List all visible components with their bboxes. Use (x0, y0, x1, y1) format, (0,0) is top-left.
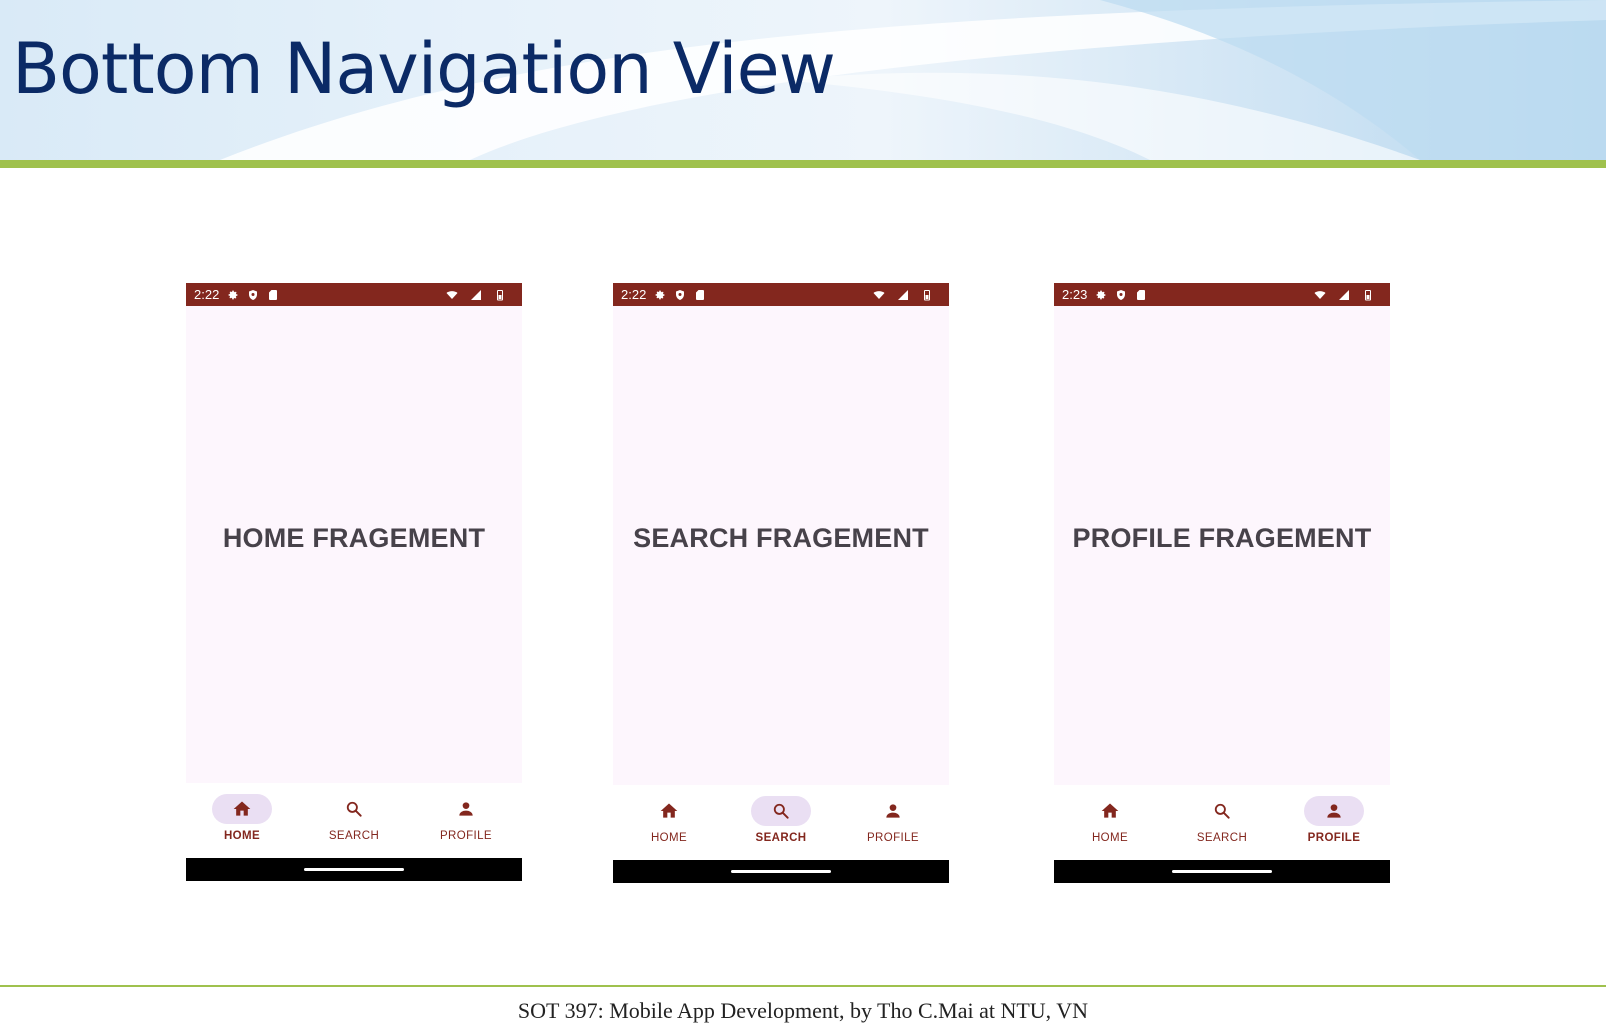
slide-header: Bottom Navigation View (0, 0, 1606, 160)
phone-screenshot-home: 2:22 HOME FRAGEMENT HOME SEARCH PR (186, 283, 522, 881)
nav-active-indicator (1304, 796, 1364, 826)
cell-signal-icon (471, 289, 481, 300)
home-icon (233, 801, 251, 816)
nav-label-search: SEARCH (328, 830, 380, 842)
status-bar: 2:22 (613, 283, 949, 306)
nav-tab-profile[interactable]: PROFILE (1278, 785, 1390, 860)
nav-active-indicator (751, 796, 811, 826)
nav-tab-home[interactable]: HOME (186, 783, 298, 858)
battery-icon (1365, 289, 1371, 300)
shield-icon (676, 289, 685, 300)
nav-tab-home[interactable]: HOME (1054, 785, 1166, 860)
person-icon (459, 802, 473, 816)
battery-icon (497, 289, 503, 300)
nav-tab-search[interactable]: SEARCH (1166, 785, 1278, 860)
nav-tab-search[interactable]: SEARCH (298, 783, 410, 858)
shield-icon (249, 289, 258, 300)
nav-label-profile: PROFILE (1307, 832, 1361, 844)
cell-signal-icon (898, 289, 908, 300)
nav-label-profile: PROFILE (866, 832, 919, 844)
nav-active-indicator (212, 794, 272, 824)
nav-tab-home[interactable]: HOME (613, 785, 725, 860)
search-icon (773, 803, 789, 819)
gesture-handle[interactable] (1172, 870, 1272, 873)
status-bar: 2:22 (186, 283, 522, 306)
nav-icon-container (436, 794, 496, 824)
search-icon (346, 801, 362, 817)
settings-icon (1096, 290, 1106, 299)
nav-tab-profile[interactable]: PROFILE (410, 783, 522, 858)
nav-label-profile: PROFILE (439, 830, 492, 842)
home-icon (1101, 803, 1119, 818)
status-bar: 2:23 (1054, 283, 1390, 306)
person-icon (886, 804, 900, 818)
gesture-handle[interactable] (731, 870, 831, 873)
nav-tab-search[interactable]: SEARCH (725, 785, 837, 860)
slide-title: Bottom Navigation View (12, 28, 836, 110)
status-time: 2:22 (194, 287, 220, 302)
shield-icon (1117, 289, 1126, 300)
person-icon (1327, 804, 1341, 818)
nav-label-home: HOME (1091, 832, 1129, 844)
header-rule (0, 160, 1606, 168)
footer-rule (0, 985, 1606, 987)
bottom-navigation: HOME SEARCH PROFILE (186, 783, 522, 858)
nav-label-home: HOME (650, 832, 688, 844)
battery-icon (924, 289, 930, 300)
slide-footer: SOT 397: Mobile App Development, by Tho … (517, 998, 1089, 1023)
cell-signal-icon (1339, 289, 1349, 300)
header-swoosh-decoration (220, 0, 1606, 160)
nav-label-search: SEARCH (755, 832, 807, 844)
wifi-icon (446, 290, 458, 299)
status-time: 2:23 (1062, 287, 1088, 302)
home-icon (660, 803, 678, 818)
wifi-icon (1314, 290, 1326, 299)
fragment-label: PROFILE FRAGEMENT (1072, 523, 1372, 553)
gesture-navigation-bar (1054, 860, 1390, 883)
sd-card-icon (269, 289, 278, 300)
phone-screenshot-profile: 2:23 PROFILE FRAGEMENT HOME SEARCH (1054, 283, 1390, 883)
bottom-navigation: HOME SEARCH PROFILE (613, 785, 949, 860)
nav-icon-container (1080, 796, 1140, 826)
settings-icon (655, 290, 665, 299)
nav-label-search: SEARCH (1196, 832, 1248, 844)
status-time: 2:22 (621, 287, 647, 302)
nav-tab-profile[interactable]: PROFILE (837, 785, 949, 860)
settings-icon (228, 290, 238, 299)
gesture-navigation-bar (613, 860, 949, 883)
gesture-navigation-bar (186, 858, 522, 881)
gesture-handle[interactable] (304, 868, 404, 871)
phone-screenshot-search: 2:22 SEARCH FRAGEMENT HOME SEARCH (613, 283, 949, 883)
fragment-label: SEARCH FRAGEMENT (633, 523, 929, 553)
nav-icon-container (324, 794, 384, 824)
nav-label-home: HOME (223, 830, 261, 842)
sd-card-icon (696, 289, 705, 300)
bottom-navigation: HOME SEARCH PROFILE (1054, 785, 1390, 860)
search-icon (1214, 803, 1230, 819)
nav-icon-container (1192, 796, 1252, 826)
sd-card-icon (1137, 289, 1146, 300)
wifi-icon (873, 290, 885, 299)
fragment-label: HOME FRAGEMENT (222, 523, 486, 553)
nav-icon-container (863, 796, 923, 826)
nav-icon-container (639, 796, 699, 826)
